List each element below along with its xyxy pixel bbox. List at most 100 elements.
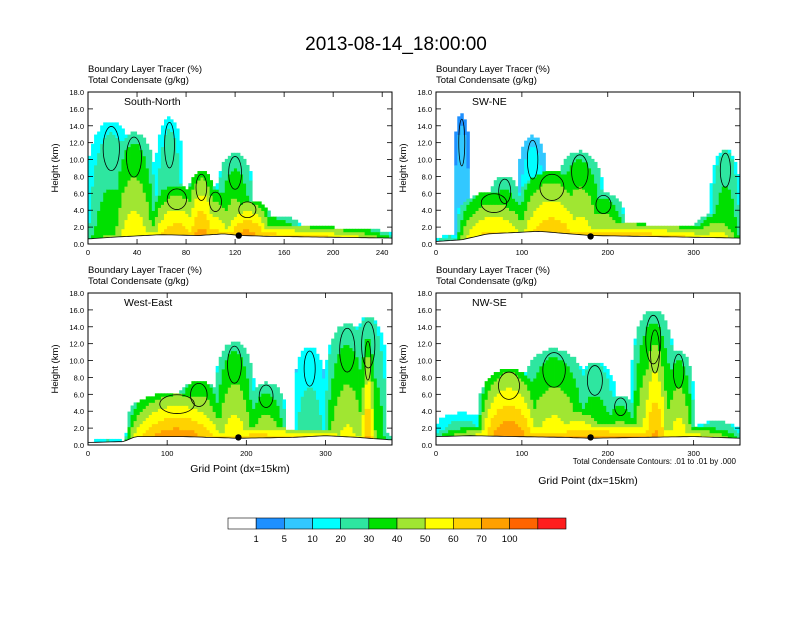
tracer-cell (539, 164, 543, 175)
tracer-cell (615, 228, 619, 233)
tracer-cell (203, 381, 207, 397)
tracer-cell (484, 216, 489, 233)
tracer-cell (694, 429, 698, 434)
tracer-cell (578, 216, 583, 233)
tracer-cell (249, 180, 253, 202)
colorbar-label: 5 (282, 534, 287, 545)
x-tick-label: 200 (601, 449, 614, 458)
tracer-cell (660, 365, 665, 397)
tracer-cell (603, 231, 607, 236)
tracer-cell (221, 222, 226, 233)
tracer-cell (221, 369, 226, 403)
tracer-cell (527, 426, 531, 437)
tracer-cell (502, 372, 507, 391)
tracer-cell (472, 414, 476, 425)
tracer-cell (621, 420, 625, 428)
tracer-cell (721, 231, 726, 242)
tracer-cell (349, 234, 353, 239)
tracer-cell (563, 423, 568, 434)
tracer-cell (385, 432, 390, 440)
tracer-cell (454, 234, 458, 239)
tracer-cell (569, 152, 574, 166)
tracer-cell (203, 195, 207, 214)
tracer-cell (191, 225, 195, 239)
tracer-cell (657, 408, 662, 440)
tracer-cell (697, 225, 701, 230)
tracer-cell (160, 146, 165, 190)
tracer-cell (673, 231, 677, 236)
tracer-cell (676, 359, 680, 388)
tracer-cell (115, 189, 119, 227)
tracer-cell (539, 426, 543, 434)
tracer-cell (505, 177, 510, 190)
tracer-cell (203, 171, 207, 181)
tracer-cell (679, 359, 683, 388)
tracer-cell (221, 207, 226, 224)
tracer-cell (252, 201, 256, 205)
tracer-cell (545, 171, 549, 184)
y-tick-label: 0.0 (422, 240, 432, 249)
tracer-cell (303, 432, 308, 437)
tracer-cell (630, 228, 634, 233)
tracer-cell (151, 402, 156, 412)
tracer-cell (469, 420, 473, 428)
tracer-cell (312, 225, 317, 230)
tracer-cell (167, 393, 171, 397)
tracer-cell (715, 204, 720, 224)
tracer-cell (679, 225, 683, 230)
tracer-cell (200, 210, 204, 230)
tracer-cell (685, 228, 689, 233)
tracer-cell (505, 372, 510, 388)
tracer-cell (502, 204, 507, 221)
tracer-cell (563, 222, 568, 239)
tracer-cell (121, 228, 125, 242)
tracer-cell (246, 411, 250, 431)
tracer-cell (337, 228, 341, 236)
panel-title-line1: Boundary Layer Tracer (%) (436, 64, 550, 75)
tracer-cell (697, 219, 701, 227)
tracer-cell (700, 423, 704, 428)
tracer-cell (240, 344, 244, 358)
tracer-cell (578, 158, 583, 187)
x-tick-label: 100 (516, 248, 529, 257)
tracer-cell (145, 417, 150, 431)
tracer-cell (130, 177, 134, 211)
tracer-cell (499, 390, 504, 409)
tracer-cell (542, 219, 546, 239)
tracer-cell (173, 405, 177, 419)
tracer-cell (151, 174, 156, 211)
panel-title-line2: Total Condensate (g/kg) (436, 75, 537, 86)
tracer-cell (685, 432, 689, 437)
tracer-cell (536, 137, 540, 154)
tracer-cell (554, 387, 558, 415)
tracer-cell (457, 231, 461, 244)
tracer-cell (670, 231, 674, 236)
tracer-cell (264, 393, 268, 415)
tracer-cell (469, 201, 473, 218)
tracer-cell (518, 372, 522, 379)
tracer-cell (255, 201, 259, 205)
tracer-cell (633, 432, 638, 437)
tracer-cell (236, 213, 241, 224)
tracer-cell (294, 372, 299, 431)
tracer-cell (233, 216, 238, 227)
tracer-cell (367, 338, 372, 358)
tracer-cell (709, 432, 714, 437)
tracer-cell (706, 225, 710, 236)
tracer-cell (688, 365, 692, 394)
tracer-cell (279, 429, 283, 437)
tracer-cell (194, 396, 198, 409)
tracer-cell (594, 213, 598, 230)
contour-note: Total Condensate Contours: .01 to .01 by… (573, 457, 737, 466)
tracer-cell (179, 195, 183, 211)
tracer-cell (621, 405, 625, 422)
tracer-cell (636, 228, 641, 233)
tracer-cell (627, 231, 631, 236)
tracer-cell (457, 420, 461, 431)
tracer-cell (106, 134, 110, 190)
tracer-cell (630, 359, 634, 403)
tracer-cell (145, 429, 150, 443)
tracer-cell (612, 204, 616, 221)
tracer-cell (103, 438, 107, 443)
tracer-cell (657, 311, 662, 327)
